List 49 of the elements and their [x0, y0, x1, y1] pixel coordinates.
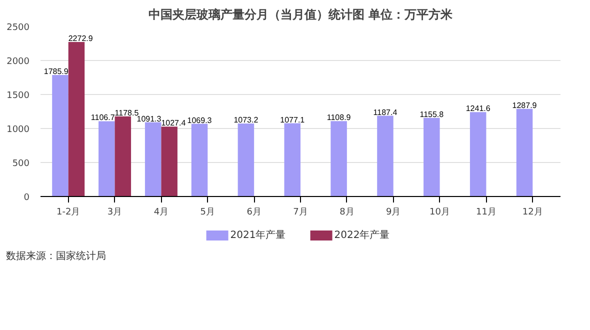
data-label: 1073.2: [234, 116, 259, 125]
bar: [52, 75, 68, 196]
data-label: 1027.4: [161, 118, 186, 128]
x-tick-label: 6月: [246, 208, 262, 218]
data-label: 1187.4: [373, 108, 398, 117]
bar: [191, 124, 208, 196]
x-tick-label: 9月: [386, 208, 401, 218]
bar: [516, 108, 533, 196]
x-tick-label: 4月: [154, 208, 169, 218]
bar: [144, 122, 162, 196]
bar: [238, 124, 254, 196]
data-label: 1785.9: [44, 67, 69, 76]
x-tick-label: 11月: [476, 208, 496, 218]
data-label: 1241.6: [466, 104, 491, 114]
legend-label: 2021年产量: [230, 229, 286, 241]
data-label: 1077.1: [280, 115, 306, 124]
data-label: 2272.9: [68, 34, 94, 43]
bar: [68, 42, 85, 196]
x-tick-label: 8月: [340, 208, 354, 218]
chart-title: 中国夹层玻璃产量分月（当月值）统计图 单位：万平方米: [148, 8, 454, 22]
bar: [377, 116, 394, 196]
data-label: 1091.3: [136, 114, 162, 124]
data-label: 1287.9: [512, 100, 538, 110]
data-label: 1155.8: [420, 110, 444, 119]
bar: [284, 123, 300, 196]
y-tick-label: 1500: [6, 91, 30, 101]
bar: [424, 118, 440, 196]
data-label: 1069.3: [187, 116, 212, 125]
y-tick-label: 1000: [6, 125, 30, 135]
y-tick-label: 0: [24, 193, 30, 203]
data-label: 1178.5: [114, 108, 140, 118]
data-label: 1106.7: [90, 113, 116, 122]
source-note: 数据来源：国家统计局: [6, 250, 106, 264]
y-tick-label: 500: [12, 159, 30, 169]
bar: [470, 112, 486, 196]
legend-label: 2022年产量: [334, 229, 390, 241]
bar: [114, 116, 132, 196]
y-tick-label: 2000: [6, 57, 30, 67]
x-tick-label: 10月: [430, 208, 450, 218]
x-tick-label: 12月: [522, 208, 543, 218]
bar: [330, 121, 347, 196]
bar: [161, 126, 178, 196]
bar: [98, 121, 115, 196]
x-tick-label: 3月: [107, 208, 122, 218]
y-tick-label: 2500: [6, 23, 30, 33]
data-label: 1108.9: [326, 113, 352, 122]
x-tick-label: 1-2月: [56, 208, 80, 218]
x-tick-label: 7月: [293, 208, 308, 218]
x-tick-label: 5月: [200, 208, 216, 218]
